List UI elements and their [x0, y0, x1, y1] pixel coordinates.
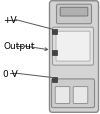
Bar [52, 30, 57, 34]
FancyBboxPatch shape [55, 87, 70, 104]
Bar [52, 78, 57, 82]
FancyBboxPatch shape [52, 79, 94, 108]
Text: +V: +V [3, 16, 17, 25]
FancyBboxPatch shape [50, 2, 98, 112]
Text: Output: Output [3, 42, 34, 51]
Bar [52, 51, 57, 55]
FancyBboxPatch shape [56, 5, 92, 25]
FancyBboxPatch shape [56, 32, 90, 62]
FancyBboxPatch shape [52, 28, 94, 66]
Text: 0 V: 0 V [3, 69, 18, 78]
FancyBboxPatch shape [73, 87, 88, 104]
FancyBboxPatch shape [60, 8, 88, 17]
